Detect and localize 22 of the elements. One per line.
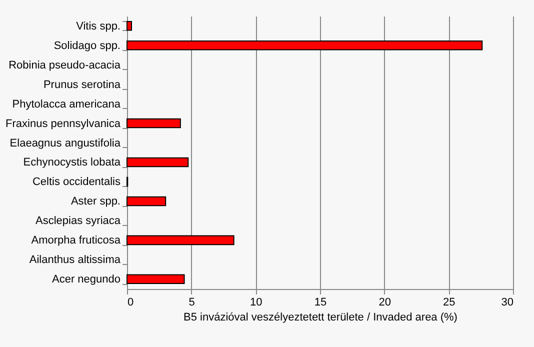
x-tick-label: 0 (128, 296, 134, 308)
y-tick-label: Echynocystis lobata (23, 156, 122, 169)
y-tick-label: Asclepias syriaca (36, 215, 122, 228)
x-tick-label: 5 (188, 296, 195, 308)
y-tick-label: Ailanthus altissima (29, 254, 122, 266)
y-tick-label: Prunus serotina (43, 78, 122, 91)
x-tick-label: 25 (443, 296, 456, 308)
y-tick-label: Acer negundo (52, 274, 120, 286)
x-axis-title: B5 invázióval veszélyeztetett területe / Invaded area (%) (184, 312, 458, 324)
x-tick-label: 20 (378, 296, 391, 308)
y-tick-label: Amorpha fruticosa (31, 234, 122, 247)
y-tick-label: Vitis spp. (76, 20, 120, 32)
y-tick-label: Celtis occidentalis (32, 176, 121, 188)
x-tick-label: 10 (250, 296, 262, 308)
x-tick-label: 15 (314, 296, 327, 308)
y-tick-label: Fraxinus pennsylvanica (6, 118, 122, 130)
y-tick-label: Elaeagnus angustifolia (10, 137, 122, 150)
x-tick-label: 30 (501, 296, 514, 308)
y-tick-label: Phytolacca americana (12, 98, 122, 110)
y-tick-label: Solidago spp. (54, 40, 120, 52)
y-tick-label: Robinia pseudo-acacia (8, 59, 122, 72)
y-tick-label: Aster spp. (70, 196, 120, 208)
